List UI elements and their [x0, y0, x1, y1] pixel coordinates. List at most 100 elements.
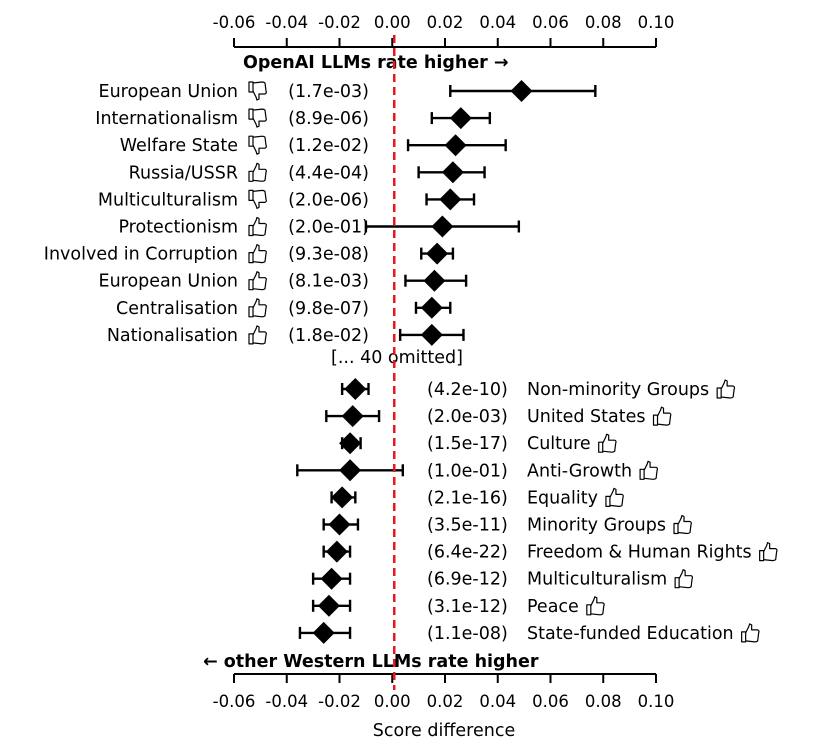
data-row: (2.0e-01) Protectionism	[118, 215, 521, 238]
row-label: European Union	[99, 272, 238, 292]
row-pvalue: (2.0e-03)	[427, 407, 508, 427]
data-row: (3.5e-11) Minority Groups	[322, 513, 692, 536]
row-pvalue: (2.0e-01)	[288, 218, 369, 238]
thumbs-down-icon	[248, 81, 267, 101]
top-annotation: OpenAI LLMs rate higher →	[243, 53, 509, 73]
thumbs-up-icon	[586, 596, 605, 616]
thumbs-up-icon	[248, 216, 267, 237]
estimate-marker	[444, 134, 467, 157]
bottom-tick-label: 0.04	[479, 692, 516, 711]
top-tick-label: -0.04	[265, 13, 308, 32]
top-tick-label: 0.10	[638, 13, 675, 32]
thumbs-up-icon	[248, 271, 267, 291]
estimate-marker	[339, 459, 362, 482]
bottom-tick-label: 0.08	[585, 692, 622, 711]
row-label: United States	[527, 407, 646, 427]
row-pvalue: (1.8e-02)	[288, 326, 369, 346]
row-label: Anti-Growth	[527, 461, 632, 481]
data-row: (4.2e-10) Non-minority Groups	[340, 378, 736, 400]
bottom-annotation: ← other Western LLMs rate higher	[203, 652, 539, 672]
thumbs-up-icon	[741, 623, 760, 643]
bottom-tick-label: 0.10	[638, 692, 675, 711]
top-x-axis: -0.06 -0.04 -0.02 0.00 0.02 0.04 0.06 0.08 0.10	[213, 13, 675, 48]
thumbs-up-icon	[674, 569, 694, 589]
top-tick-label: -0.02	[318, 13, 361, 32]
data-row: (6.9e-12) Multiculturalism	[311, 567, 694, 590]
row-pvalue: (1.7e-03)	[288, 82, 369, 102]
top-tick-label: 0.08	[585, 13, 622, 32]
thumbs-up-icon	[248, 244, 267, 264]
estimate-marker	[317, 594, 340, 617]
row-label: Russia/USSR	[129, 163, 238, 183]
row-label: Centralisation	[116, 299, 238, 319]
thumbs-up-icon	[716, 379, 736, 399]
thumbs-up-icon	[652, 406, 672, 426]
bottom-tick-label: -0.02	[318, 692, 361, 711]
estimate-marker	[312, 621, 335, 644]
data-row: (1.1e-08) State-funded Education	[298, 621, 760, 644]
row-label: Internationalism	[95, 109, 238, 129]
estimate-marker	[449, 107, 472, 130]
estimate-marker	[431, 215, 454, 238]
top-tick-label: 0.06	[532, 13, 569, 32]
row-label: Involved in Corruption	[44, 245, 238, 265]
estimate-marker	[441, 161, 464, 184]
thumbs-up-icon	[248, 298, 267, 318]
row-label: Peace	[527, 597, 579, 617]
data-row: (1.8e-02) Nationalisation	[107, 323, 465, 346]
thumbs-up-icon	[639, 460, 659, 480]
estimate-marker	[341, 405, 364, 428]
bottom-tick-label: -0.04	[265, 692, 308, 711]
top-tick-label: 0.00	[374, 13, 411, 32]
row-label: Multiculturalism	[527, 570, 667, 590]
row-pvalue: (9.8e-07)	[288, 299, 369, 319]
row-pvalue: (4.2e-10)	[427, 380, 508, 400]
bottom-tick-label: 0.06	[532, 692, 569, 711]
thumbs-up-icon	[759, 541, 778, 562]
thumbs-down-icon	[248, 108, 267, 128]
thumbs-up-icon	[598, 433, 617, 453]
row-label: State-funded Education	[527, 624, 734, 644]
estimate-marker	[510, 80, 533, 102]
top-tick-label: 0.04	[479, 13, 516, 32]
data-row: (1.5e-17) Culture	[339, 432, 617, 455]
data-row: (4.4e-04) Russia/USSR	[129, 161, 486, 184]
row-pvalue: (3.5e-11)	[427, 516, 508, 536]
estimate-marker	[420, 296, 443, 319]
row-label: Equality	[527, 488, 598, 508]
thumbs-down-icon	[248, 189, 267, 209]
row-pvalue: (9.3e-08)	[288, 245, 369, 265]
bottom-x-axis: -0.06 -0.04 -0.02 0.00 0.02 0.04 0.06 0.08 0.10	[213, 673, 675, 711]
top-tick-label: -0.06	[213, 13, 256, 32]
row-pvalue: (4.4e-04)	[288, 163, 369, 183]
thumbs-down-icon	[248, 135, 267, 155]
estimate-marker	[320, 567, 343, 590]
row-label: Minority Groups	[527, 516, 666, 536]
row-pvalue: (1.1e-08)	[427, 624, 508, 644]
row-label: European Union	[99, 82, 238, 102]
row-pvalue: (3.1e-12)	[427, 597, 508, 617]
estimate-marker	[344, 378, 367, 400]
row-pvalue: (2.1e-16)	[427, 488, 508, 508]
data-row: (2.0e-03) United States	[325, 405, 672, 428]
estimate-marker	[339, 432, 362, 455]
bottom-tick-label: 0.02	[427, 692, 464, 711]
row-pvalue: (1.5e-17)	[427, 434, 508, 454]
data-row: (1.0e-01) Anti-Growth	[296, 459, 659, 482]
row-label: Multiculturalism	[98, 190, 238, 210]
data-rows: (1.7e-03) European Union (8.9e-06) Internat…	[44, 80, 778, 644]
thumbs-up-icon	[605, 487, 624, 507]
bottom-tick-label: 0.00	[374, 692, 411, 711]
thumbs-up-icon	[248, 162, 267, 182]
bottom-tick-label: -0.06	[213, 692, 256, 711]
estimate-marker	[331, 486, 354, 509]
row-label: Nationalisation	[107, 326, 238, 346]
thumbs-up-icon	[248, 325, 267, 345]
estimate-marker	[439, 188, 462, 211]
estimate-marker	[328, 513, 351, 536]
row-pvalue: (1.0e-01)	[427, 461, 508, 481]
estimate-marker	[325, 540, 348, 563]
row-label: Welfare State	[120, 136, 238, 156]
row-pvalue: (2.0e-06)	[288, 190, 369, 210]
